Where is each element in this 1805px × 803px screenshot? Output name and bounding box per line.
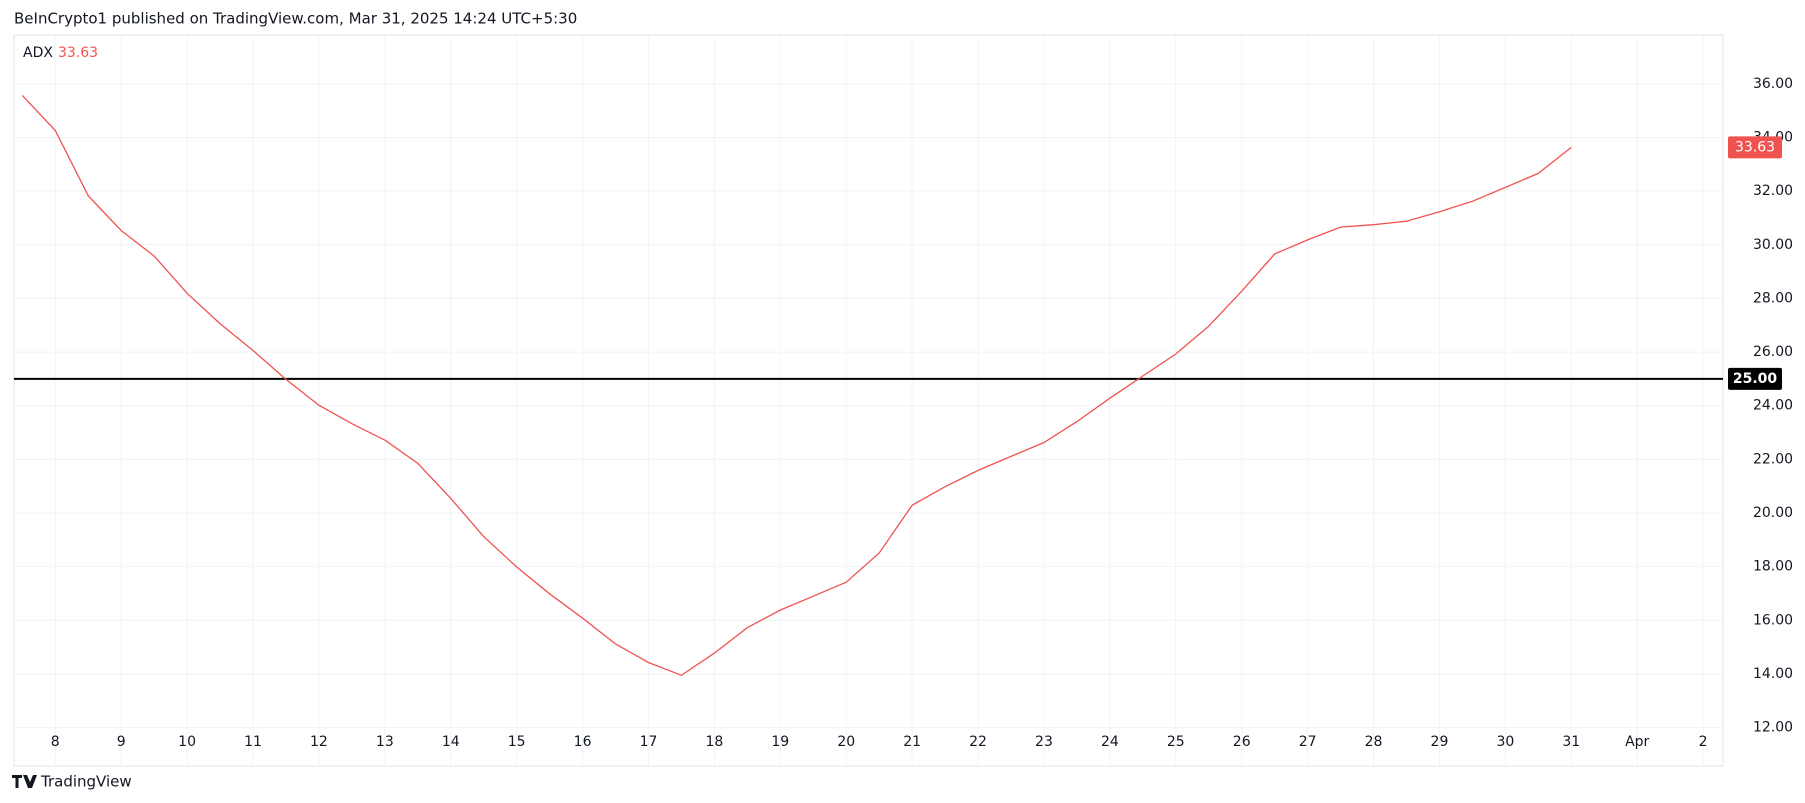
x-tick-label: 18 xyxy=(705,734,723,750)
header: BeInCrypto1 published on TradingView.com… xyxy=(14,10,577,28)
y-tick-label: 22.00 xyxy=(1753,451,1793,467)
last-value-badge xyxy=(1728,136,1782,159)
y-tick-label: 26.00 xyxy=(1753,344,1793,360)
y-tick-label: 16.00 xyxy=(1753,612,1793,628)
x-tick-label: 14 xyxy=(442,734,460,750)
y-tick-label: 18.00 xyxy=(1753,559,1793,575)
x-tick-label: Apr xyxy=(1625,734,1649,750)
x-tick-label: 16 xyxy=(574,734,592,750)
x-tick-label: 11 xyxy=(244,734,262,750)
x-tick-label: 29 xyxy=(1431,734,1449,750)
x-tick-label: 9 xyxy=(117,734,126,750)
y-tick-label: 32.00 xyxy=(1753,183,1793,199)
x-tick-label: 10 xyxy=(178,734,196,750)
y-tick-label: 14.00 xyxy=(1753,666,1793,682)
y-tick-label: 20.00 xyxy=(1753,505,1793,521)
footer-text: TradingView xyxy=(40,773,132,791)
y-tick-label: 30.00 xyxy=(1753,237,1793,253)
x-tick-label: 25 xyxy=(1167,734,1185,750)
y-tick-label: 24.00 xyxy=(1753,398,1793,414)
x-tick-label: 28 xyxy=(1365,734,1383,750)
x-tick-label: 20 xyxy=(837,734,855,750)
x-tick-label: 23 xyxy=(1035,734,1053,750)
y-tick-label: 12.00 xyxy=(1753,720,1793,736)
x-tick-label: 30 xyxy=(1496,734,1514,750)
legend-value: 33.63 xyxy=(58,45,98,61)
x-tick-label: 21 xyxy=(903,734,921,750)
last-value-label: 33.63 xyxy=(1735,139,1775,155)
level-label: 25.00 xyxy=(1733,371,1778,387)
plot-frame xyxy=(13,34,1724,767)
x-tick-label: 2 xyxy=(1699,734,1708,750)
x-tick-label: 12 xyxy=(310,734,328,750)
legend-name: ADX xyxy=(23,45,53,61)
x-tick-label: 22 xyxy=(969,734,987,750)
x-tick-label: 17 xyxy=(640,734,658,750)
x-tick-label: 13 xyxy=(376,734,394,750)
data-line xyxy=(21,94,1572,677)
x-tick-label: 15 xyxy=(508,734,526,750)
x-tick-label: 24 xyxy=(1101,734,1119,750)
x-tick-label: 19 xyxy=(771,734,789,750)
x-tick-label: 26 xyxy=(1233,734,1251,750)
level-badge xyxy=(1728,367,1782,390)
y-tick-label: 28.00 xyxy=(1753,290,1793,306)
x-tick-label: 31 xyxy=(1562,734,1580,750)
footer-logo: TradingView xyxy=(12,773,132,791)
y-tick-label: 36.00 xyxy=(1753,76,1793,92)
x-tick-label: 8 xyxy=(51,734,60,750)
x-tick-label: 27 xyxy=(1299,734,1317,750)
